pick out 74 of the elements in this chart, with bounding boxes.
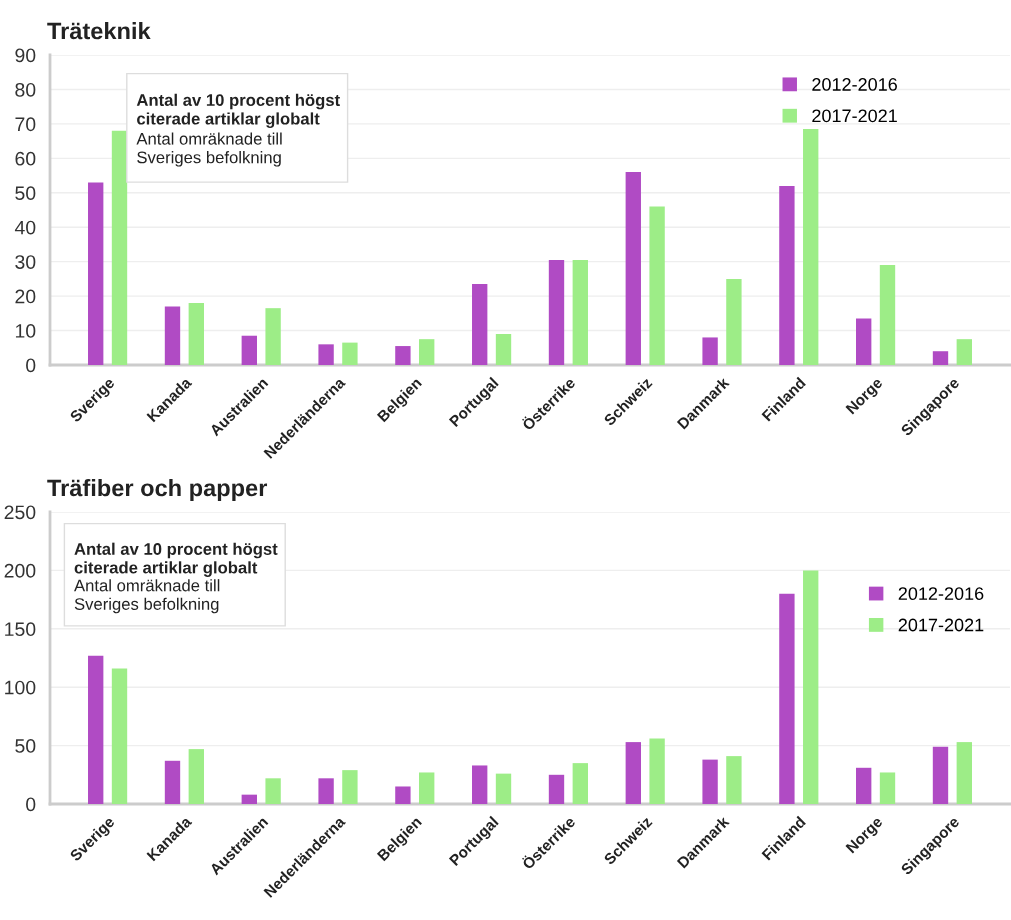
- chart-title: Träfiber och papper: [47, 478, 268, 501]
- bar: [111, 668, 128, 804]
- bar: [188, 749, 204, 804]
- bar: [241, 794, 257, 804]
- y-tick-label: 200: [4, 563, 36, 578]
- annotation: Antal omräknade till Sveriges befolkning: [136, 132, 282, 167]
- bar: [779, 593, 795, 804]
- bar: [472, 765, 488, 804]
- bar: [548, 259, 565, 365]
- bar: [265, 308, 281, 365]
- bar: [419, 772, 435, 804]
- y-tick-label: 50: [15, 186, 36, 201]
- bar: [495, 773, 512, 804]
- bar: [188, 303, 204, 365]
- y-tick-label: 60: [15, 151, 36, 166]
- y-tick-label: 40: [14, 220, 36, 235]
- y-tick-label: 70: [15, 117, 36, 132]
- bar: [572, 259, 588, 365]
- bar: [856, 318, 872, 365]
- bar: [572, 763, 588, 804]
- bar: [649, 206, 665, 365]
- bar: [318, 778, 334, 804]
- bar: [164, 760, 181, 804]
- legend-label: 2017-2021: [898, 618, 984, 632]
- bar: [111, 130, 128, 365]
- annotation: Antal av 10 procent högst citerade artiklar globalt: [74, 542, 278, 577]
- bar: [241, 335, 257, 365]
- bar: [726, 756, 742, 804]
- bar: [779, 185, 795, 365]
- y-tick-label: 0: [26, 797, 36, 812]
- bar: [265, 778, 281, 804]
- y-tick-label: 20: [15, 289, 36, 304]
- chart-title: Träteknik: [47, 22, 151, 40]
- y-tick-label: 150: [5, 622, 36, 637]
- bar: [318, 344, 334, 365]
- legend-label: 2012-2016: [898, 587, 984, 601]
- bar: [395, 346, 411, 365]
- bar: [395, 786, 411, 804]
- bar: [342, 770, 358, 804]
- bar: [625, 742, 641, 804]
- bar: [803, 129, 819, 365]
- bar: [548, 774, 565, 804]
- bar: [726, 278, 742, 365]
- y-tick-label: 100: [5, 680, 36, 695]
- legend-label: 2017-2021: [812, 109, 897, 123]
- bar: [625, 172, 641, 365]
- bar: [88, 182, 104, 365]
- y-tick-label: 90: [15, 48, 36, 63]
- bar: [419, 339, 435, 365]
- bar: [856, 767, 872, 804]
- bar: [702, 759, 718, 804]
- bar: [956, 339, 972, 365]
- y-tick-label: 10: [15, 324, 36, 338]
- y-tick-label: 30: [15, 255, 36, 269]
- y-tick-label: 0: [26, 358, 36, 373]
- bar: [649, 738, 665, 804]
- y-tick-label: 250: [4, 505, 36, 520]
- bar: [342, 342, 358, 365]
- bar: [956, 742, 972, 804]
- y-tick-label: 80: [15, 82, 36, 97]
- bar: [88, 655, 104, 804]
- bar: [702, 337, 718, 365]
- y-tick-label: 50: [15, 739, 36, 753]
- bar: [495, 334, 512, 365]
- legend-label: 2012-2016: [812, 78, 897, 91]
- bar: [164, 306, 181, 365]
- bar: [803, 570, 819, 804]
- bar: [879, 772, 896, 804]
- annotation: Antal omräknade till Sveriges befolkning: [74, 579, 220, 614]
- bar: [932, 351, 949, 365]
- bar: [932, 746, 949, 804]
- bar: [879, 265, 896, 365]
- annotation: Antal av 10 procent högst citerade artiklar globalt: [136, 93, 340, 128]
- bar: [472, 284, 488, 365]
